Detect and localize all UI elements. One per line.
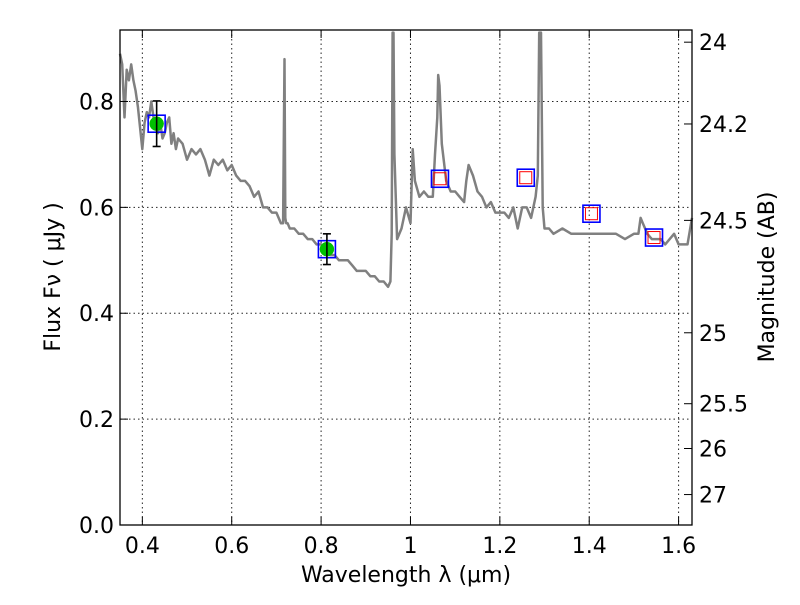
band-box-outer xyxy=(516,168,536,188)
x-tick-label: 1.6 xyxy=(661,534,696,559)
y-tick-label: 0.4 xyxy=(79,302,114,327)
plot-frame xyxy=(119,29,693,526)
band-box-inner xyxy=(584,207,598,221)
band-box-inner xyxy=(519,171,533,185)
model-band-point xyxy=(582,204,601,224)
y2-tick-label: 26 xyxy=(699,438,727,463)
y-tick-label: 0.6 xyxy=(79,196,114,221)
detection-point xyxy=(317,233,337,266)
band-box-outer xyxy=(582,204,601,224)
plot-background xyxy=(120,30,692,525)
x-tick-label: 1 xyxy=(403,534,417,559)
model-spectrum-line xyxy=(118,31,694,289)
y2-tick-label: 24.2 xyxy=(699,113,748,138)
detection-point xyxy=(147,100,166,148)
y-tick-label: 0.2 xyxy=(79,408,114,433)
y2-tick-label: 25 xyxy=(699,322,727,347)
x-axis-title: Wavelength λ (μm) xyxy=(301,563,511,588)
band-box-outer xyxy=(430,169,450,189)
x-tick-label: 0.4 xyxy=(125,534,160,559)
band-box-outer xyxy=(644,228,664,247)
band-box-inner xyxy=(433,172,447,186)
ticks: 0.4 0.6 0.8 1 1.2 1.4 1.6 0.0 0.2 0.4 0.6 0.8 24 24.2… xyxy=(79,30,748,559)
grid xyxy=(120,30,692,526)
y2-tick-label: 24.5 xyxy=(699,209,748,234)
band-box-inner xyxy=(647,231,661,245)
x-tick-label: 1.2 xyxy=(482,534,517,559)
model-band-point xyxy=(430,169,450,189)
model-band-point xyxy=(516,168,536,188)
x-tick-label: 1.4 xyxy=(572,534,607,559)
y2-tick-label: 25.5 xyxy=(699,393,748,418)
y2-tick-label: 27 xyxy=(699,484,727,509)
y2-tick-label: 24 xyxy=(699,31,727,56)
y-tick-label: 0.0 xyxy=(79,514,114,539)
x-tick-label: 0.6 xyxy=(214,534,249,559)
y-tick-label: 0.8 xyxy=(79,90,114,115)
y2-axis-title: Magnitude (AB) xyxy=(755,192,780,363)
x-tick-label: 0.8 xyxy=(304,534,339,559)
data-layer xyxy=(118,31,694,289)
y-axis-title: Flux Fν ( μJy ) xyxy=(41,202,66,351)
model-band-point xyxy=(644,228,664,247)
